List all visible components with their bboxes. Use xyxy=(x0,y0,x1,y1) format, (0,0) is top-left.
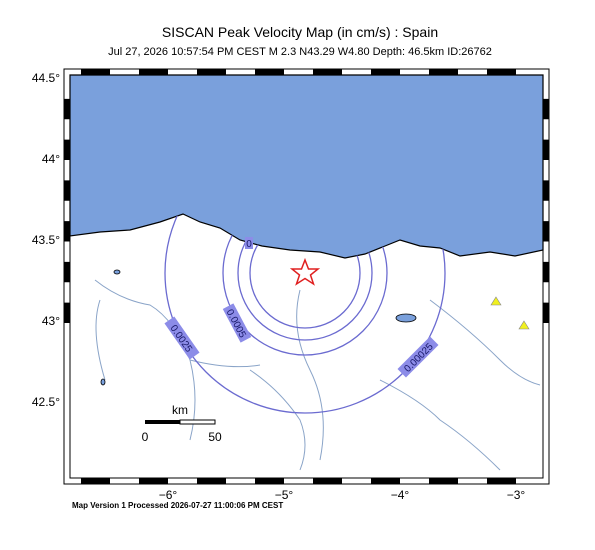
lake xyxy=(100,378,106,386)
contour xyxy=(222,214,388,356)
river xyxy=(379,379,501,471)
latitude-label: 43° xyxy=(42,314,60,328)
river xyxy=(249,369,306,471)
frame-segment xyxy=(543,180,549,201)
frame-segment xyxy=(64,139,70,160)
frame-segment xyxy=(81,69,110,75)
contour-label-text: 0 xyxy=(246,239,252,250)
frame-segment xyxy=(313,69,342,75)
frame-segment xyxy=(543,221,549,242)
frame-segment xyxy=(543,139,549,160)
contour-label: 0 xyxy=(245,237,253,250)
frame-segment xyxy=(64,180,70,201)
frame-segment xyxy=(429,478,458,484)
frame-segment xyxy=(139,69,168,75)
frame-segment xyxy=(64,221,70,242)
station xyxy=(518,320,530,330)
map-title: SISCAN Peak Velocity Map (in cm/s) : Spa… xyxy=(162,24,438,40)
axis-labels: 44.5° 44° 43.5° 43° 42.5° −6° −5° −4° −3° xyxy=(32,71,526,502)
map-subtitle: Jul 27, 2026 10:57:54 PM CEST M 2.3 N43.… xyxy=(108,46,492,58)
lake xyxy=(113,269,121,275)
scale-start: 0 xyxy=(142,430,149,444)
footer: Map Version 1 Processed 2026-07-27 11:00… xyxy=(72,501,283,510)
latitude-label: 42.5° xyxy=(32,395,60,409)
frame-segment xyxy=(313,478,342,484)
contour xyxy=(237,214,373,341)
longitude-label: −6° xyxy=(159,488,178,502)
river xyxy=(429,299,541,386)
frame-segment xyxy=(487,69,516,75)
label-box xyxy=(222,303,252,343)
frame-segment xyxy=(197,69,226,75)
frame-segment xyxy=(139,478,168,484)
frame-segment xyxy=(197,478,226,484)
label-box xyxy=(164,316,200,360)
latitude-label: 44.5° xyxy=(32,71,60,85)
latitude-label: 43.5° xyxy=(32,233,60,247)
frame-segment xyxy=(64,98,70,120)
latitude-label: 44° xyxy=(42,152,60,166)
longitude-label: −4° xyxy=(391,488,410,502)
frame-segment xyxy=(255,478,284,484)
frame-segment xyxy=(64,261,70,283)
river xyxy=(296,289,324,461)
frame-segment xyxy=(371,69,400,75)
frame-segment xyxy=(81,478,110,484)
station xyxy=(490,296,502,306)
scale-segment xyxy=(145,420,180,424)
frame-segment xyxy=(543,98,549,120)
label-box xyxy=(397,336,439,378)
ocean xyxy=(69,74,544,259)
frame-segment xyxy=(543,302,549,323)
contour-labels: 0 0.0025 0.0005 0.00025 xyxy=(164,237,439,378)
lake xyxy=(395,313,417,323)
frame-segment xyxy=(429,69,458,75)
scale-segment xyxy=(179,419,216,425)
lakes xyxy=(100,269,417,386)
frame-segment xyxy=(543,261,549,283)
river xyxy=(95,299,106,381)
longitude-label: −3° xyxy=(507,488,526,502)
frame-segment xyxy=(487,478,516,484)
scale-bar: km 0 50 xyxy=(142,403,222,444)
scale-unit: km xyxy=(172,403,188,417)
contour xyxy=(164,214,446,414)
longitude-label: −5° xyxy=(275,488,294,502)
frame-segment xyxy=(371,478,400,484)
label-box xyxy=(245,237,253,249)
map-frame xyxy=(63,68,550,485)
frame-segment xyxy=(255,69,284,75)
epicenter-star xyxy=(289,257,321,286)
scale-end: 50 xyxy=(208,430,222,444)
frame-segment xyxy=(64,302,70,323)
